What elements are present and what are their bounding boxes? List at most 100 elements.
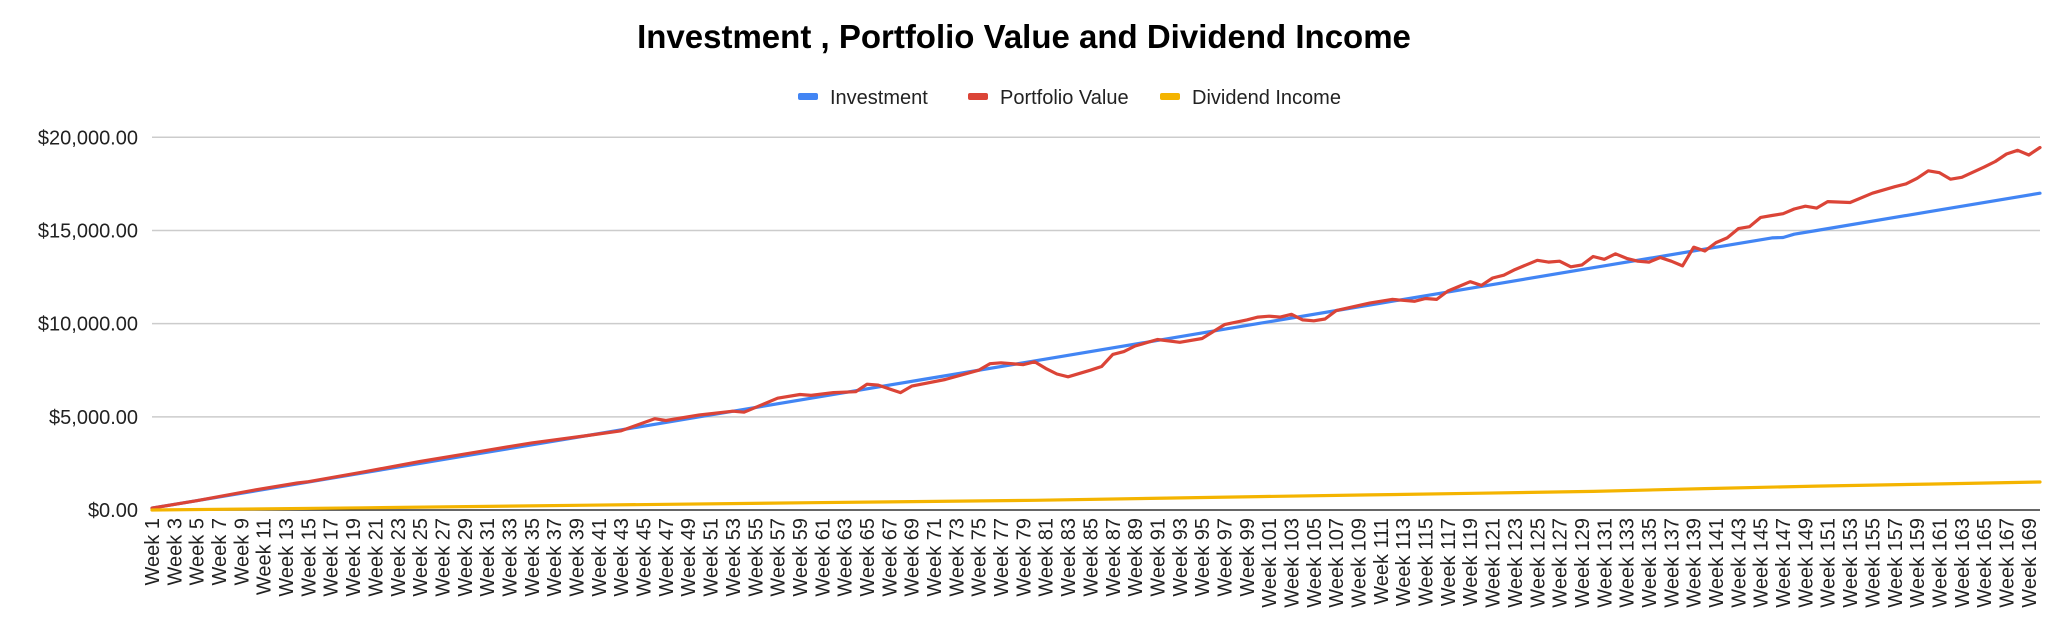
x-tick-label: Week 107 [1326, 518, 1348, 608]
x-tick-label: Week 23 [388, 518, 410, 597]
x-tick-label: Week 163 [1952, 518, 1974, 608]
x-tick-label: Week 117 [1438, 518, 1460, 606]
x-tick-label: Week 43 [611, 518, 633, 597]
series-line-investment [150, 191, 2042, 510]
legend-swatch-portfolio-value [968, 93, 988, 100]
legend-label-investment: Investment [830, 87, 928, 109]
x-tick-label: Week 39 [567, 518, 589, 597]
x-tick-label: Week 147 [1773, 518, 1795, 608]
x-tick-label: Week 63 [835, 518, 857, 597]
x-tick-label: Week 53 [723, 518, 745, 597]
x-tick-label: Week 159 [1907, 518, 1929, 608]
x-tick-label: Week 153 [1840, 518, 1862, 608]
x-tick-label: Week 71 [924, 518, 946, 597]
x-tick-label: Week 155 [1862, 518, 1884, 608]
x-tick-label: Week 81 [1036, 518, 1058, 597]
x-tick-label: Week 17 [321, 518, 343, 597]
x-tick-label: Week 103 [1282, 518, 1304, 608]
x-tick-label: Week 67 [879, 518, 901, 597]
x-tick-label: Week 51 [701, 518, 723, 597]
x-tick-label: Week 31 [477, 518, 499, 597]
x-tick-label: Week 13 [276, 518, 298, 597]
legend-swatch-dividend-income [1160, 93, 1180, 100]
y-tick-label: $5,000.00 [49, 407, 138, 429]
x-tick-label: Week 127 [1550, 518, 1572, 608]
x-tick-label: Week 85 [1080, 518, 1102, 597]
y-tick-label: $15,000.00 [38, 220, 138, 242]
legend-swatch-investment [798, 93, 818, 100]
x-tick-label: Week 137 [1661, 518, 1683, 608]
x-tick-label: Week 21 [365, 518, 387, 597]
x-tick-label: Week 27 [432, 518, 454, 597]
x-tick-label: Week 75 [969, 518, 991, 597]
x-tick-label: Week 113 [1393, 518, 1415, 606]
x-tick-label: Week 55 [745, 518, 767, 597]
x-tick-label: Week 59 [790, 518, 812, 597]
x-tick-label: Week 145 [1751, 518, 1773, 608]
x-tick-label: Week 95 [1192, 518, 1214, 597]
x-tick-label: Week 125 [1527, 518, 1549, 608]
x-tick-label: Week 41 [589, 518, 611, 597]
x-tick-label: Week 135 [1639, 518, 1661, 608]
series-group [150, 145, 2042, 512]
x-tick-label: Week 151 [1818, 518, 1840, 608]
x-tick-label: Week 97 [1214, 518, 1236, 597]
x-tick-label: Week 143 [1728, 518, 1750, 608]
x-tick-label: Week 115 [1416, 518, 1438, 606]
x-tick-label: Week 5 [187, 518, 209, 585]
chart-title: Investment , Portfolio Value and Dividen… [637, 18, 1411, 55]
x-tick-label: Week 121 [1483, 518, 1505, 608]
x-tick-label: Week 169 [2019, 518, 2041, 608]
x-tick-label: Week 25 [410, 518, 432, 597]
x-tick-label: Week 3 [164, 518, 186, 585]
x-tick-label: Week 73 [946, 518, 968, 597]
x-tick-label: Week 9 [231, 518, 253, 585]
x-tick-label: Week 77 [991, 518, 1013, 597]
x-tick-label: Week 69 [902, 518, 924, 597]
x-tick-label: Week 131 [1594, 518, 1616, 608]
x-tick-label: Week 105 [1304, 518, 1326, 608]
x-tick-label: Week 89 [1125, 518, 1147, 597]
x-tick-label: Week 157 [1885, 518, 1907, 608]
y-tick-label: $10,000.00 [38, 314, 138, 336]
x-tick-label: Week 149 [1795, 518, 1817, 608]
x-tick-label: Week 133 [1617, 518, 1639, 608]
x-tick-label: Week 101 [1259, 518, 1281, 608]
x-tick-label: Week 111 [1371, 518, 1393, 605]
x-tick-label: Week 47 [656, 518, 678, 597]
y-axis: $0.00 $5,000.00 $10,000.00 $15,000.00 $20,00… [38, 127, 138, 522]
x-tick-label: Week 91 [1147, 518, 1169, 597]
series-line-dividend-income [150, 480, 2042, 512]
x-tick-label: Week 161 [1929, 518, 1951, 608]
x-tick-label: Week 167 [1996, 518, 2018, 608]
x-tick-label: Week 45 [634, 518, 656, 597]
x-tick-label: Week 37 [544, 518, 566, 597]
x-tick-label: Week 29 [455, 518, 477, 597]
x-tick-label: Week 109 [1349, 518, 1371, 608]
x-tick-label: Week 83 [1058, 518, 1080, 597]
x-tick-label: Week 35 [522, 518, 544, 597]
x-tick-label: Week 139 [1684, 518, 1706, 608]
x-tick-label: Week 7 [209, 518, 231, 585]
x-tick-label: Week 33 [499, 518, 521, 597]
y-tick-label: $0.00 [88, 500, 138, 522]
x-tick-label: Week 65 [857, 518, 879, 597]
x-tick-label: Week 49 [678, 518, 700, 597]
x-tick-label: Week 129 [1572, 518, 1594, 608]
x-tick-label: Week 93 [1170, 518, 1192, 597]
x-tick-label: Week 79 [1013, 518, 1035, 597]
x-axis: Week 1 Week 3 Week 5 Week 7 Week 9 Week 11 Wee… [142, 518, 2041, 608]
x-tick-label: Week 141 [1706, 518, 1728, 608]
x-tick-label: Week 99 [1237, 518, 1259, 597]
legend-label-portfolio-value: Portfolio Value [1000, 87, 1129, 109]
legend-label-dividend-income: Dividend Income [1192, 87, 1341, 109]
x-tick-label: Week 165 [1974, 518, 1996, 608]
x-tick-label: Week 1 [142, 518, 164, 585]
legend: Investment Portfolio Value Dividend Income [798, 87, 1341, 109]
x-tick-label: Week 19 [343, 518, 365, 597]
gridlines [152, 136, 2040, 511]
x-tick-label: Week 87 [1103, 518, 1125, 597]
x-tick-label: Week 119 [1460, 518, 1482, 606]
